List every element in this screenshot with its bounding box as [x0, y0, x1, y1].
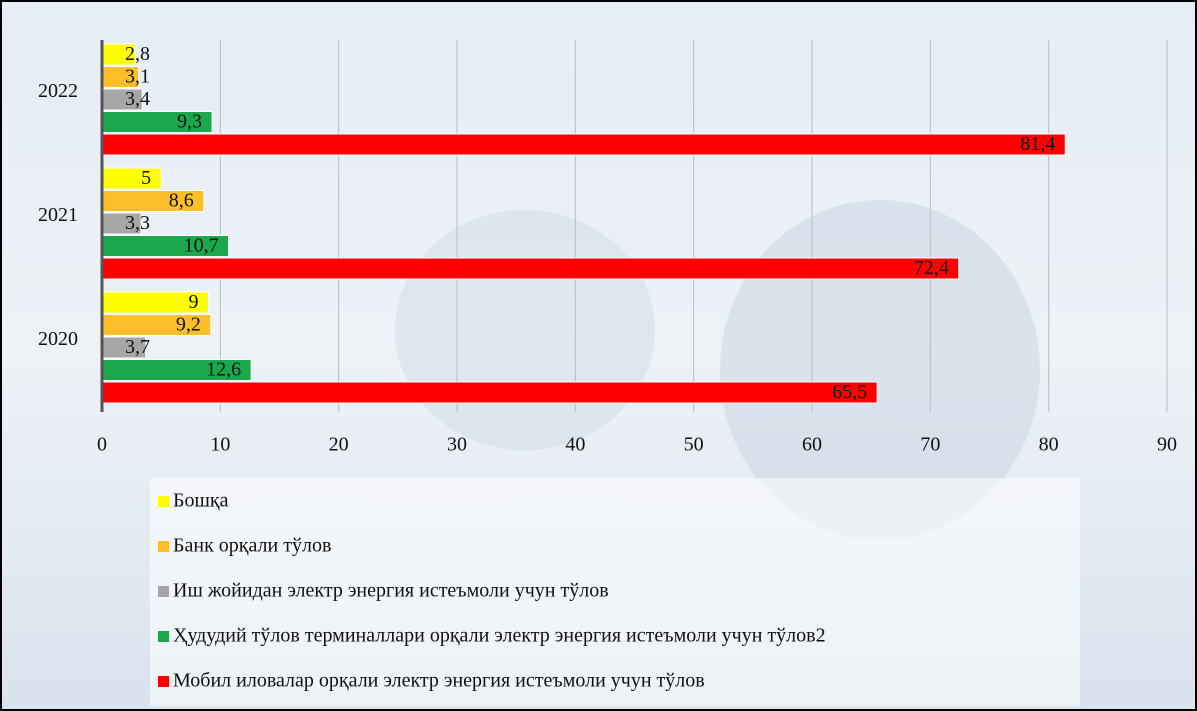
- bulb-decoration: [395, 210, 655, 450]
- data-label: 3,4: [125, 88, 150, 110]
- x-tick-label: 80: [1039, 434, 1059, 456]
- bar: [101, 167, 162, 190]
- legend-swatch: [158, 586, 169, 597]
- data-label: 9: [189, 291, 199, 313]
- data-label: 9,3: [177, 111, 202, 133]
- data-label: 65,5: [832, 381, 867, 403]
- legend-box: [150, 478, 1080, 706]
- x-tick-label: 10: [210, 434, 230, 456]
- data-label: 9,2: [176, 314, 201, 336]
- data-label: 72,4: [914, 257, 949, 279]
- legend-swatch: [158, 676, 169, 687]
- legend-swatch: [158, 631, 169, 642]
- data-label: 8,6: [169, 190, 194, 212]
- legend-label: Иш жойидан электр энергия истеъмоли учун…: [173, 580, 609, 602]
- legend-swatch: [158, 541, 169, 552]
- data-label: 3,1: [125, 66, 150, 88]
- x-tick-label: 70: [920, 434, 940, 456]
- x-tick-label: 50: [684, 434, 704, 456]
- data-label: 5: [141, 167, 151, 189]
- legend-label: Ҳудудий тўлов терминаллари орқали электр…: [173, 625, 826, 647]
- y-tick-label: 2022: [38, 80, 78, 102]
- data-label: 10,7: [184, 235, 219, 257]
- legend-label: Мобил иловалар орқали электр энергия ист…: [173, 670, 705, 692]
- legend-swatch: [158, 496, 169, 507]
- data-label: 3,7: [125, 336, 150, 358]
- bar: [101, 381, 878, 404]
- bar: [101, 257, 960, 280]
- y-tick-label: 2021: [38, 204, 78, 226]
- bulb-decoration: [720, 200, 1040, 540]
- legend-label: Бошқа: [173, 490, 229, 512]
- x-tick-label: 0: [97, 434, 107, 456]
- bar: [101, 133, 1066, 156]
- y-tick-label: 2020: [38, 328, 78, 350]
- legend-label: Банк орқали тўлов: [173, 535, 331, 557]
- data-label: 12,6: [206, 359, 241, 381]
- data-label: 3,3: [125, 212, 150, 234]
- x-tick-label: 20: [329, 434, 349, 456]
- x-tick-label: 90: [1157, 434, 1177, 456]
- x-tick-label: 40: [565, 434, 585, 456]
- data-label: 2,8: [125, 43, 150, 65]
- x-tick-label: 60: [802, 434, 822, 456]
- x-tick-label: 30: [447, 434, 467, 456]
- data-label: 81,4: [1020, 133, 1055, 155]
